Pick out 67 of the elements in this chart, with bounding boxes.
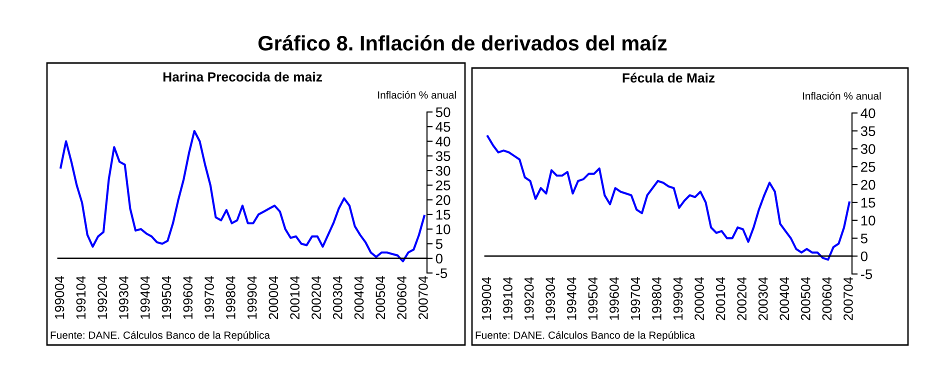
y-tick-label: 35 xyxy=(436,151,450,162)
source-note: Fuente: DANE. Cálculos Banco de la República xyxy=(50,331,270,341)
x-tick-label: 199904 xyxy=(673,277,683,320)
x-tick-label: 200304 xyxy=(758,277,768,320)
x-tick-label: 200204 xyxy=(312,276,321,320)
x-tick-label: 199604 xyxy=(610,277,619,320)
y-tick-label: 35 xyxy=(860,126,876,136)
x-tick-label: 200504 xyxy=(800,277,810,320)
x-tick-label: 199404 xyxy=(140,276,150,319)
x-tick-label: 200404 xyxy=(354,276,364,320)
y-tick-label: 5 xyxy=(436,239,442,249)
y-tick-label: 20 xyxy=(436,195,450,205)
x-tick-label: 199704 xyxy=(630,277,640,320)
x-tick-label: 200004 xyxy=(268,276,278,320)
y-tick-label: 45 xyxy=(436,122,450,132)
y-tick-label: 40 xyxy=(860,108,876,118)
y-tick-label: -5 xyxy=(436,268,448,278)
y-tick-label: 20 xyxy=(861,180,876,190)
x-tick-label: 199904 xyxy=(247,276,257,319)
y-tick-label: 15 xyxy=(436,210,450,220)
chart-title: Fécula de Maiz xyxy=(622,72,715,83)
y-tick-label: -5 xyxy=(860,269,872,280)
x-tick-label: 199504 xyxy=(162,276,172,319)
chart-title: Harina Precocida de maiz xyxy=(163,72,322,82)
y-tick-label: 0 xyxy=(860,251,868,262)
y-tick-label: 10 xyxy=(861,216,876,226)
x-tick-label: 199204 xyxy=(98,276,107,319)
y-axis-title: Inflación % anual xyxy=(802,92,881,100)
y-tick-label: 25 xyxy=(436,180,450,190)
x-tick-label: 199804 xyxy=(652,277,662,320)
line-series xyxy=(60,130,426,262)
x-tick-label: 199304 xyxy=(119,276,128,319)
x-tick-label: 200604 xyxy=(822,277,832,320)
line-series xyxy=(486,135,850,261)
x-tick-label: 199104 xyxy=(76,276,86,319)
x-tick-label: 200404 xyxy=(780,277,790,320)
x-tick-label: 200004 xyxy=(694,277,704,320)
x-tick-label: 200104 xyxy=(290,276,300,320)
y-tick-label: 40 xyxy=(436,136,450,146)
x-tick-label: 199004 xyxy=(54,276,64,319)
y-tick-label: 30 xyxy=(436,166,450,176)
x-tick-label: 200704 xyxy=(418,276,428,320)
x-tick-label: 199604 xyxy=(183,276,193,319)
x-tick-label: 200604 xyxy=(397,276,406,320)
y-axis-title: Inflación % anual xyxy=(378,90,456,99)
x-tick-label: 199704 xyxy=(204,276,214,319)
x-tick-label: 199504 xyxy=(588,277,598,320)
x-tick-label: 199004 xyxy=(482,277,492,320)
y-tick-label: 50 xyxy=(436,107,450,118)
x-tick-label: 200304 xyxy=(332,276,342,320)
x-tick-label: 200104 xyxy=(716,277,726,320)
x-tick-label: 199804 xyxy=(226,276,236,319)
y-tick-label: 5 xyxy=(860,234,868,244)
text: Gráfico 8. Inflación de derivados del maíz xyxy=(258,35,667,51)
x-tick-label: 199204 xyxy=(524,277,534,320)
x-tick-label: 199404 xyxy=(566,277,576,320)
y-tick-label: 30 xyxy=(860,144,876,154)
y-tick-label: 15 xyxy=(861,198,876,208)
source-note: Fuente: DANE. Cálculos Banco de la República xyxy=(476,331,696,341)
y-tick-label: 0 xyxy=(436,254,443,264)
y-tick-label: 10 xyxy=(436,224,450,234)
x-tick-label: 200504 xyxy=(376,276,386,320)
y-tick-label: 25 xyxy=(861,162,876,172)
x-tick-label: 199104 xyxy=(503,277,512,320)
x-tick-label: 200204 xyxy=(737,277,747,320)
x-tick-label: 200704 xyxy=(844,277,853,320)
x-tick-label: 199304 xyxy=(546,277,556,320)
